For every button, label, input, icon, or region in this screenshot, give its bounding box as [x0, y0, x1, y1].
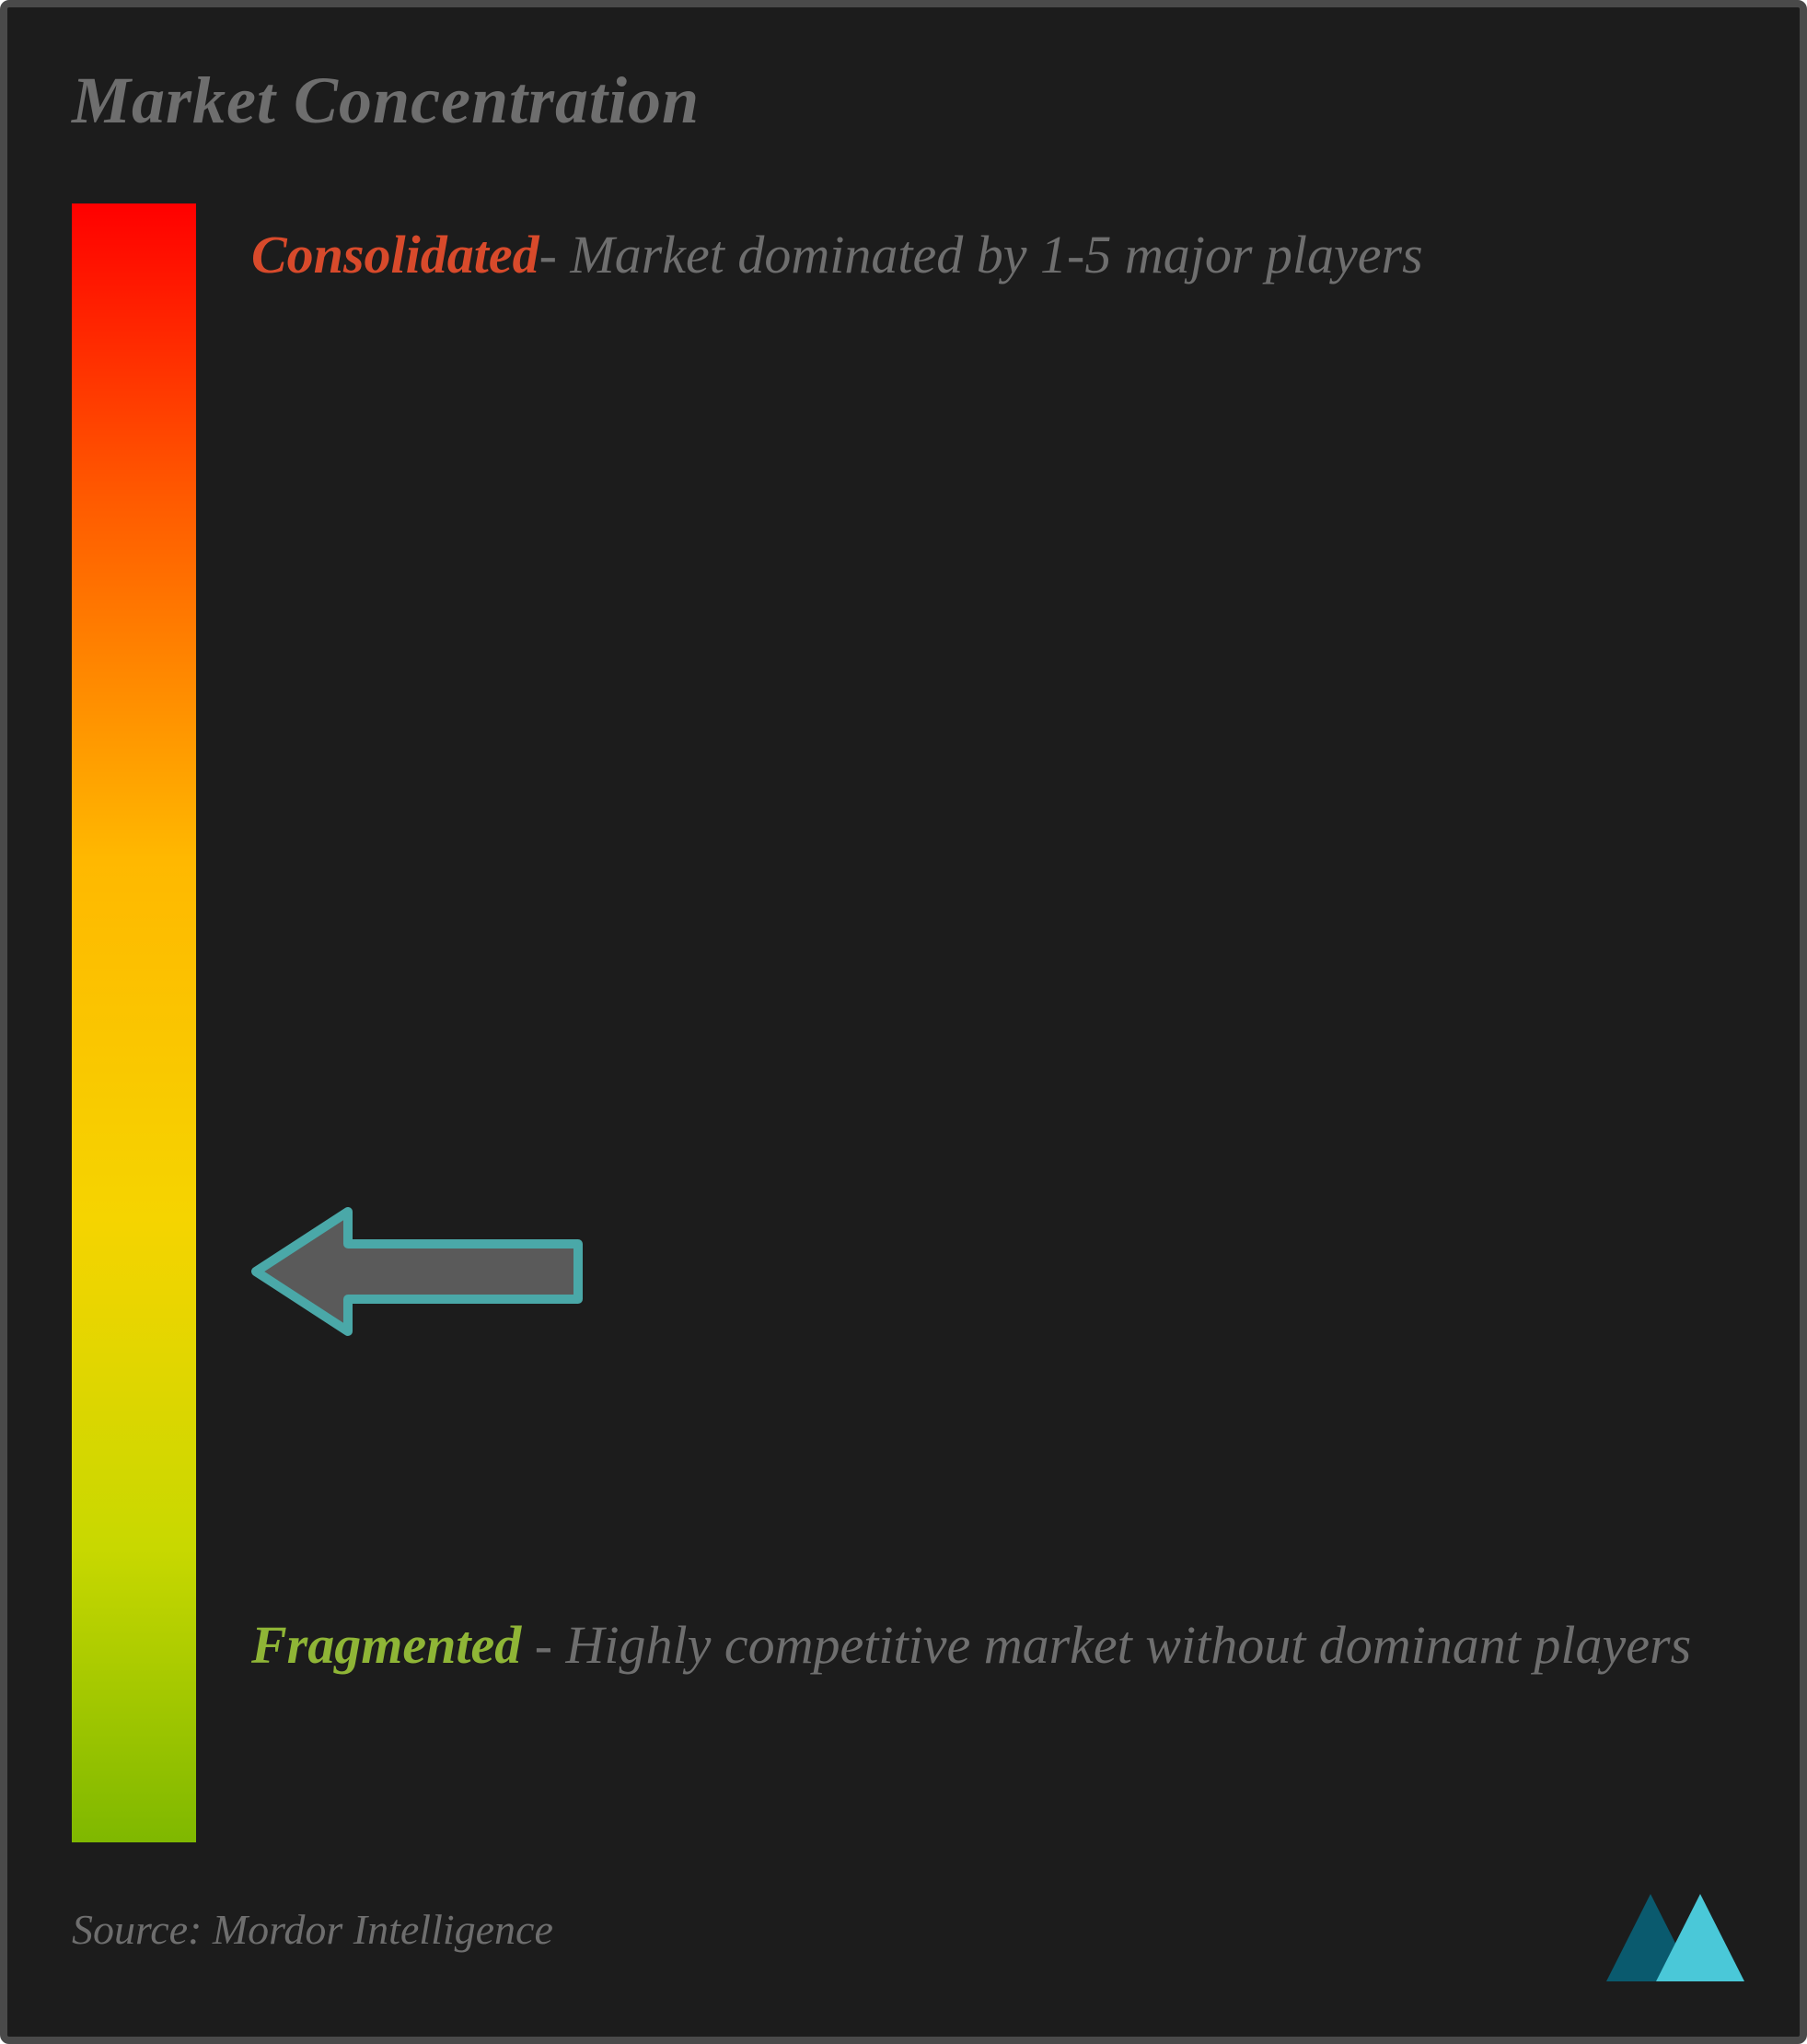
fragmented-rest: - Highly competitive market without domi… [521, 1615, 1691, 1675]
concentration-gradient-bar [72, 203, 196, 1842]
infographic-container: Market Concentration Consolidated- Marke… [0, 0, 1807, 2044]
consolidated-highlight: Consolidated [251, 225, 539, 285]
logo-icon [1606, 1894, 1744, 1981]
consolidated-rest: - Market dominated by 1-5 major players [539, 225, 1423, 285]
source-prefix: Source: [72, 1906, 213, 1953]
fragmented-label: Fragmented - Highly competitive market w… [251, 1603, 1691, 1689]
labels-area: Consolidated- Market dominated by 1-5 ma… [196, 203, 1735, 1842]
fragmented-highlight: Fragmented [251, 1615, 521, 1675]
page-title: Market Concentration [72, 63, 1735, 139]
source-text: Mordor Intelligence [213, 1906, 553, 1953]
indicator-arrow [251, 1207, 583, 1336]
consolidated-label: Consolidated- Market dominated by 1-5 ma… [251, 213, 1423, 298]
arrow-left-icon [251, 1207, 583, 1336]
brand-logo [1606, 1894, 1744, 1986]
source-attribution: Source: Mordor Intelligence [72, 1905, 553, 1954]
content-area: Consolidated- Market dominated by 1-5 ma… [72, 203, 1735, 1842]
